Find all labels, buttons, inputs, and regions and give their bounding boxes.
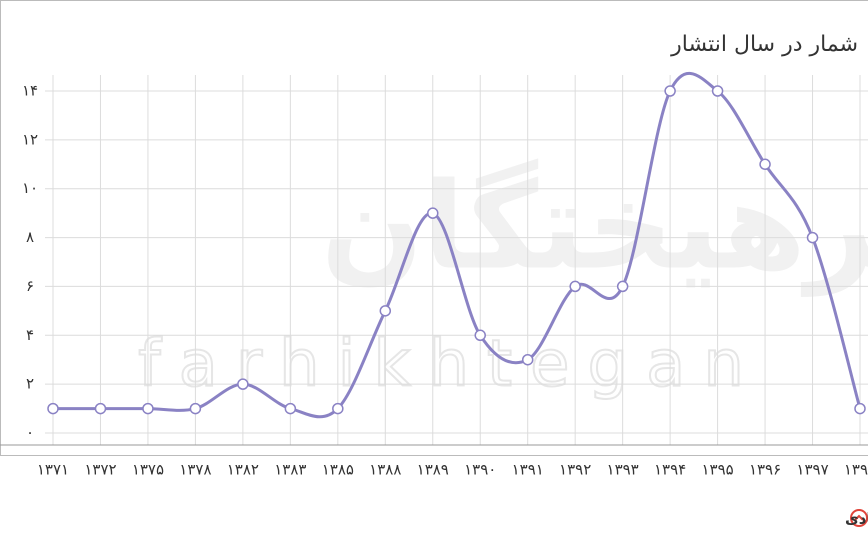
point bbox=[854, 402, 866, 415]
point bbox=[332, 402, 344, 415]
y-tick-label: ۰ bbox=[26, 424, 34, 442]
watermark: farhikhtegan bbox=[138, 328, 762, 402]
point bbox=[427, 207, 439, 219]
x-tick-label: ۱۳۹۷ bbox=[796, 461, 828, 479]
x-tick-label: ۱۳۹۱ bbox=[512, 461, 544, 479]
y-tick-label: ۲ bbox=[26, 375, 34, 393]
point bbox=[711, 85, 724, 97]
point bbox=[759, 158, 771, 171]
x-tick-label: ۱۳۸۳ bbox=[274, 461, 306, 479]
point bbox=[616, 280, 629, 293]
x-tick-label: ۱۳۹۰ bbox=[464, 461, 496, 479]
x-tick-label: ۱۳۷۵ bbox=[132, 461, 164, 479]
y-tick-label: ۱۰ bbox=[22, 179, 38, 197]
watermark: فرهیختگان bbox=[321, 158, 868, 297]
x-tick-label: ۱۳۹۳ bbox=[607, 461, 639, 479]
chart-frame bbox=[0, 0, 868, 456]
point bbox=[379, 305, 392, 317]
x-tick-label: ۱۳۸۹ bbox=[417, 461, 449, 479]
chart-title: شمار در سال انتشار bbox=[670, 32, 858, 57]
caption-icon-arrow bbox=[854, 514, 864, 521]
y-tick-label: ۱۴ bbox=[22, 82, 38, 100]
point bbox=[189, 402, 202, 415]
y-tick-label: ۴ bbox=[26, 326, 34, 344]
x-tick-label: ۱۳۷۲ bbox=[84, 461, 116, 479]
x-tick-label: ۱۳۸۸ bbox=[369, 461, 401, 479]
y-tick-label: ۱۲ bbox=[22, 130, 38, 148]
point bbox=[284, 402, 297, 415]
x-tick-label: ۱۳۹۸ bbox=[844, 461, 868, 479]
point bbox=[142, 402, 154, 415]
x-tick-label: ۱۳۹۵ bbox=[701, 461, 733, 479]
point bbox=[474, 329, 486, 342]
caption-icon bbox=[850, 509, 868, 527]
point bbox=[237, 378, 249, 390]
x-tick-label: ۱۳۹۶ bbox=[749, 461, 781, 479]
point bbox=[806, 231, 819, 244]
caption: تحقیقات انجام شده در زمینه بنزین در رشته… bbox=[845, 510, 868, 528]
line bbox=[53, 71, 862, 419]
point bbox=[569, 280, 581, 293]
y-tick-label: ۶ bbox=[26, 277, 34, 295]
x-tick-label: ۱۳۸۲ bbox=[227, 461, 259, 479]
x-tick-label: ۱۳۷۱ bbox=[37, 461, 69, 479]
x-tick-label: ۱۳۷۸ bbox=[179, 461, 211, 479]
point bbox=[664, 85, 676, 97]
point bbox=[47, 402, 59, 415]
x-tick-label: ۱۳۹۲ bbox=[559, 461, 591, 479]
point bbox=[521, 353, 534, 366]
x-tick-label: ۱۳۹۴ bbox=[654, 461, 686, 479]
point bbox=[94, 402, 107, 415]
y-tick-label: ۸ bbox=[26, 228, 34, 246]
x-tick-label: ۱۳۸۵ bbox=[322, 461, 354, 479]
